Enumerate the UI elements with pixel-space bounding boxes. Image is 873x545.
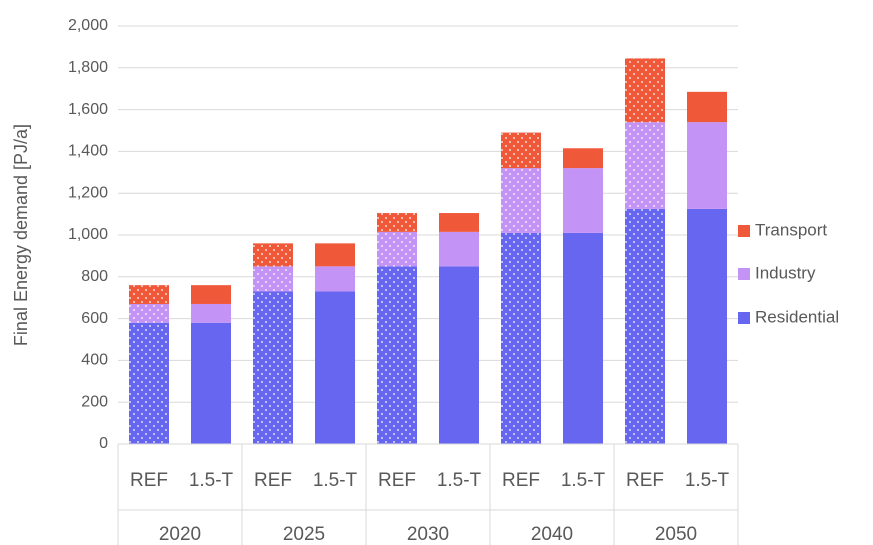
bar-segment: [315, 266, 355, 292]
bar-segment: [563, 168, 603, 233]
bar-segment: [439, 213, 479, 232]
bar-segment: [439, 266, 479, 444]
y-tick-label: 1,800: [68, 59, 108, 76]
group-label: 2025: [283, 524, 325, 545]
bar-pattern: [625, 58, 665, 123]
y-tick-label: 600: [81, 310, 108, 327]
legend-swatch: [738, 268, 750, 280]
group-label: 2030: [407, 524, 449, 545]
x-tick-label: 1.5-T: [313, 470, 358, 491]
group-label: 2040: [531, 524, 573, 545]
bar-segment: [191, 322, 231, 444]
bar-pattern: [501, 132, 541, 169]
x-tick-label: 1.5-T: [189, 470, 234, 491]
legend-swatch: [738, 225, 750, 237]
bar-pattern: [377, 266, 417, 444]
x-tick-label: REF: [378, 470, 416, 491]
y-tick-label: 0: [99, 435, 108, 452]
bar-pattern: [129, 285, 169, 304]
y-tick-label: 200: [81, 393, 108, 410]
x-tick-label: REF: [254, 470, 292, 491]
y-tick-label: 1,400: [68, 143, 108, 160]
group-label: 2050: [655, 524, 697, 545]
bar-segment: [439, 231, 479, 267]
bar-pattern: [253, 266, 293, 292]
bar-segment: [687, 91, 727, 123]
bar-pattern: [129, 322, 169, 444]
group-label: 2020: [159, 524, 201, 545]
bar-pattern: [625, 122, 665, 209]
bar-pattern: [501, 168, 541, 233]
bar-segment: [191, 285, 231, 304]
bar-pattern: [377, 231, 417, 267]
y-tick-label: 1,000: [68, 226, 108, 243]
bar-pattern: [377, 213, 417, 232]
legend-label: Residential: [755, 307, 839, 326]
bar-segment: [687, 208, 727, 444]
x-tick-label: 1.5-T: [685, 470, 730, 491]
bar-pattern: [253, 291, 293, 444]
y-axis-title: Final Energy demand [PJ/a]: [11, 124, 31, 346]
bar-pattern: [129, 303, 169, 323]
bar-pattern: [253, 243, 293, 267]
legend-label: Transport: [755, 220, 827, 239]
bar-segment: [563, 232, 603, 444]
bar-segment: [563, 148, 603, 169]
bar-segment: [687, 122, 727, 209]
legend-label: Industry: [755, 263, 816, 282]
y-tick-label: 800: [81, 268, 108, 285]
y-tick-label: 2,000: [68, 17, 108, 34]
y-tick-label: 1,200: [68, 184, 108, 201]
x-tick-label: REF: [130, 470, 168, 491]
legend-swatch: [738, 312, 750, 324]
y-tick-label: 1,600: [68, 101, 108, 118]
x-tick-label: REF: [626, 470, 664, 491]
x-tick-label: 1.5-T: [561, 470, 606, 491]
x-tick-label: REF: [502, 470, 540, 491]
x-tick-label: 1.5-T: [437, 470, 482, 491]
bar-segment: [315, 291, 355, 444]
y-tick-label: 400: [81, 352, 108, 369]
bar-pattern: [625, 208, 665, 444]
bar-segment: [315, 243, 355, 267]
bar-segment: [191, 303, 231, 323]
bar-pattern: [501, 232, 541, 444]
